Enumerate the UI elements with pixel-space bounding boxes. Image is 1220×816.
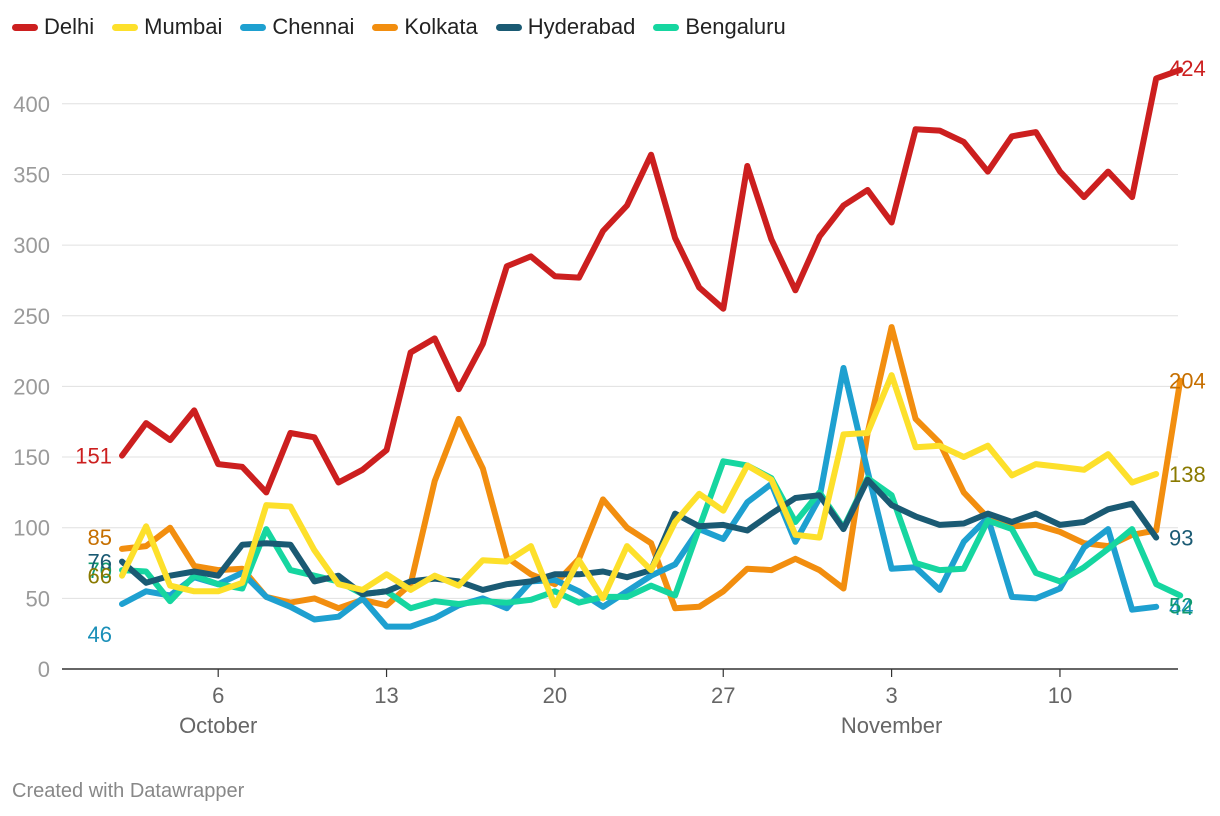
end-label-hyderabad: 93 [1169, 526, 1193, 551]
x-tick-label-27: 27 [711, 683, 735, 708]
legend-item-bengaluru[interactable]: Bengaluru [653, 14, 786, 40]
x-tick-label-6: 6 [212, 683, 224, 708]
end-label-mumbai: 138 [1169, 462, 1206, 487]
y-tick-label-350: 350 [13, 162, 50, 187]
series-line-chennai [119, 365, 1160, 630]
legend-swatch-delhi [12, 23, 38, 31]
y-tick-label-150: 150 [13, 445, 50, 470]
legend-item-delhi[interactable]: Delhi [12, 14, 94, 40]
legend-label-hyderabad: Hyderabad [527, 14, 636, 39]
x-tick-label-3: 3 [885, 683, 897, 708]
start-label-hyderabad: 76 [88, 550, 112, 575]
y-tick-label-0: 0 [38, 657, 50, 682]
start-label-chennai: 46 [88, 622, 112, 647]
legend-swatch-hyderabad [495, 23, 522, 31]
legend-item-chennai[interactable]: Chennai [240, 14, 354, 40]
y-tick-label-200: 200 [13, 374, 50, 399]
legend-item-kolkata[interactable]: Kolkata [372, 14, 478, 40]
legend-label-chennai: Chennai [272, 14, 355, 39]
legend-label-delhi: Delhi [44, 14, 95, 39]
x-month-label-november: November [841, 713, 942, 738]
legend-swatch-kolkata [372, 23, 399, 31]
y-tick-label-250: 250 [13, 304, 50, 329]
x-tick-label-10: 10 [1048, 683, 1072, 708]
series-line-hyderabad [119, 476, 1160, 598]
start-label-bengaluru: 70 [88, 558, 112, 583]
series-line-mumbai [119, 372, 1160, 609]
legend-swatch-bengaluru [653, 23, 680, 31]
end-label-kolkata: 204 [1169, 369, 1206, 394]
y-tick-label-400: 400 [13, 92, 50, 117]
end-label-bengaluru: 52 [1169, 594, 1193, 619]
y-tick-label-50: 50 [26, 586, 50, 611]
x-month-label-october: October [179, 713, 257, 738]
legend-item-mumbai[interactable]: Mumbai [112, 14, 222, 40]
legend-swatch-chennai [240, 23, 267, 31]
footer-credit: Created with Datawrapper [12, 780, 245, 802]
legend-swatch-mumbai [112, 23, 139, 31]
legend-item-hyderabad[interactable]: Hyderabad [495, 14, 636, 40]
legend-label-kolkata: Kolkata [404, 14, 478, 39]
start-label-delhi: 151 [75, 444, 112, 469]
start-label-mumbai: 66 [88, 564, 112, 589]
legend-label-mumbai: Mumbai [144, 14, 223, 39]
series-line-delhi [119, 66, 1184, 496]
x-tick-label-20: 20 [543, 683, 567, 708]
start-label-kolkata: 85 [88, 525, 112, 550]
y-tick-label-100: 100 [13, 516, 50, 541]
series-line-bengaluru [119, 458, 1184, 612]
legend-label-bengaluru: Bengaluru [685, 14, 786, 39]
end-label-delhi: 424 [1169, 56, 1206, 81]
legend: Delhi Mumbai Chennai Kolkata Hyderabad Bengal… [12, 14, 786, 40]
y-tick-label-300: 300 [13, 233, 50, 258]
end-label-chennai: 44 [1169, 595, 1193, 620]
x-tick-label-13: 13 [374, 683, 398, 708]
